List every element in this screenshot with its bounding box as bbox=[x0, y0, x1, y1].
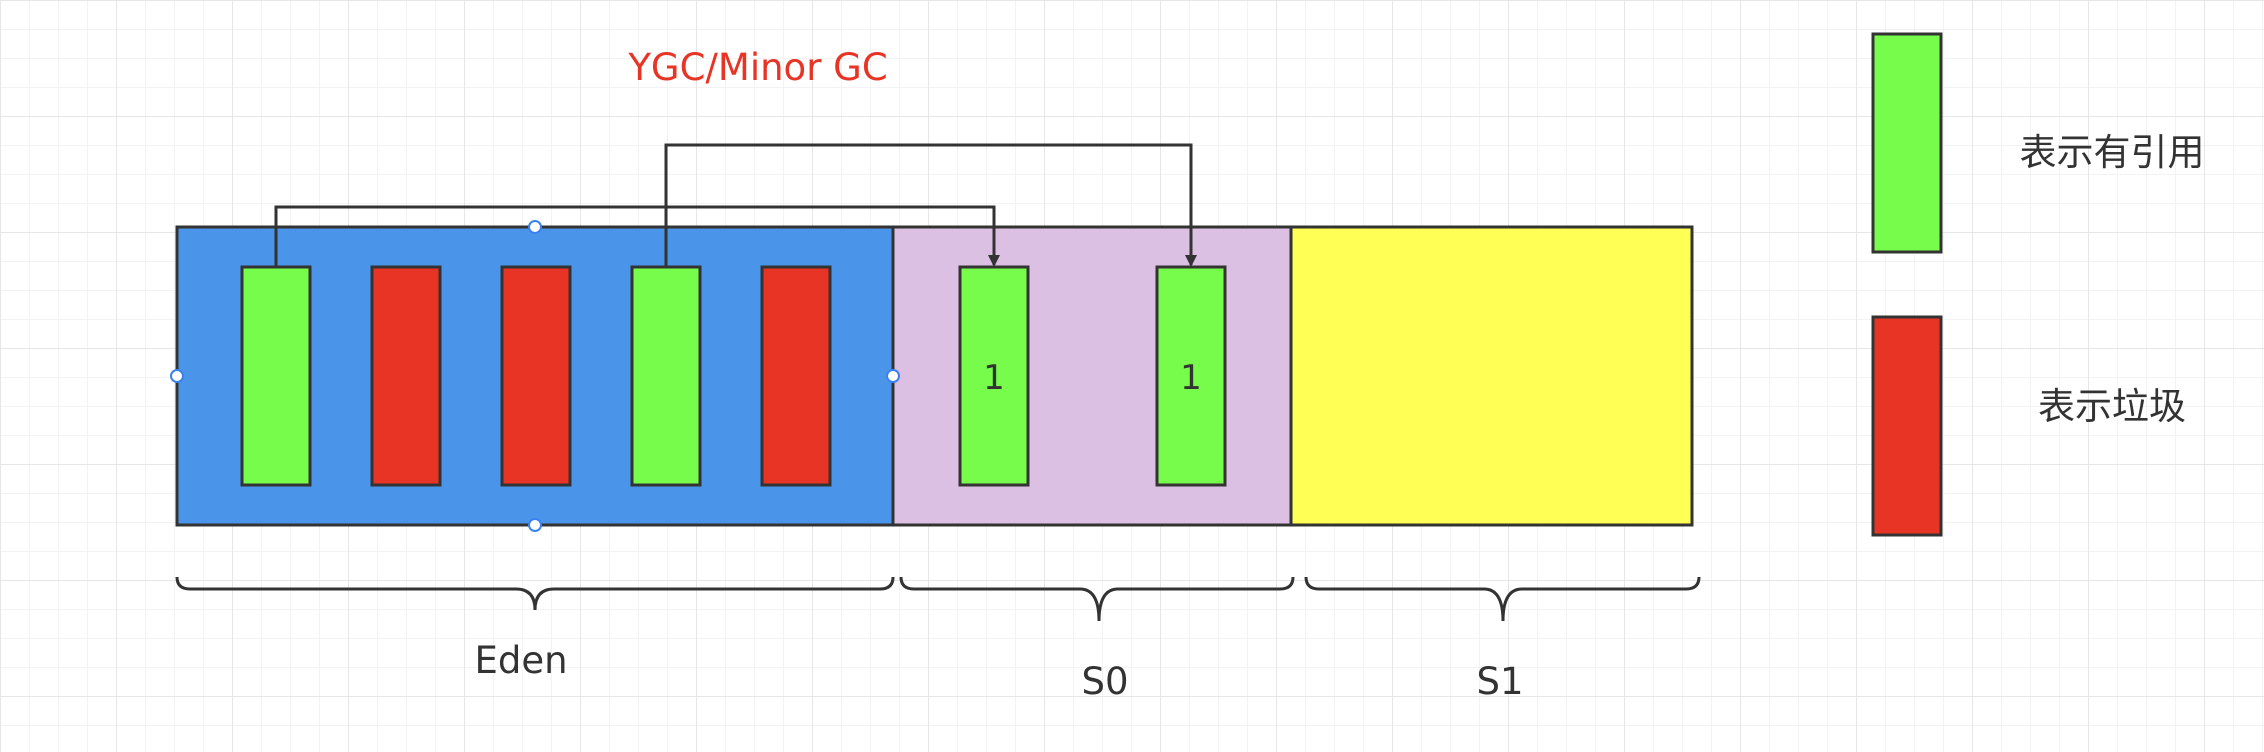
eden-object-referenced bbox=[630, 265, 702, 487]
s0-object-age-label: 1 bbox=[983, 358, 1005, 398]
selection-handle[interactable] bbox=[528, 220, 542, 234]
eden-object-garbage bbox=[370, 265, 442, 487]
copy-arrow-inner bbox=[664, 143, 1197, 267]
selection-handle[interactable] bbox=[528, 518, 542, 532]
copy-arrow-outer bbox=[274, 205, 1000, 267]
legend-referenced-label: 表示有引用 bbox=[2020, 131, 2205, 174]
eden-object-garbage bbox=[760, 265, 832, 487]
legend-garbage-label: 表示垃圾 bbox=[2038, 385, 2186, 428]
s0-object-age-label: 1 bbox=[1180, 358, 1202, 398]
s0-label: S0 bbox=[1081, 660, 1128, 703]
s0-object-referenced bbox=[958, 265, 1030, 487]
eden-label: Eden bbox=[474, 639, 567, 682]
diagram-title: YGC/Minor GC bbox=[627, 46, 887, 89]
legend-garbage-swatch bbox=[1871, 315, 1943, 537]
s0-region bbox=[891, 225, 1293, 527]
s1-label: S1 bbox=[1476, 660, 1523, 703]
s0-brace bbox=[899, 576, 1295, 622]
selection-handle[interactable] bbox=[886, 369, 900, 383]
s1-brace bbox=[1304, 576, 1701, 622]
eden-brace bbox=[175, 576, 895, 611]
selection-handle[interactable] bbox=[170, 369, 184, 383]
eden-object-referenced bbox=[240, 265, 312, 487]
eden-object-garbage bbox=[500, 265, 572, 487]
selection-handles bbox=[170, 220, 900, 532]
legend-referenced-swatch bbox=[1871, 32, 1943, 254]
s1-region bbox=[1289, 225, 1694, 527]
s0-object-referenced bbox=[1155, 265, 1227, 487]
